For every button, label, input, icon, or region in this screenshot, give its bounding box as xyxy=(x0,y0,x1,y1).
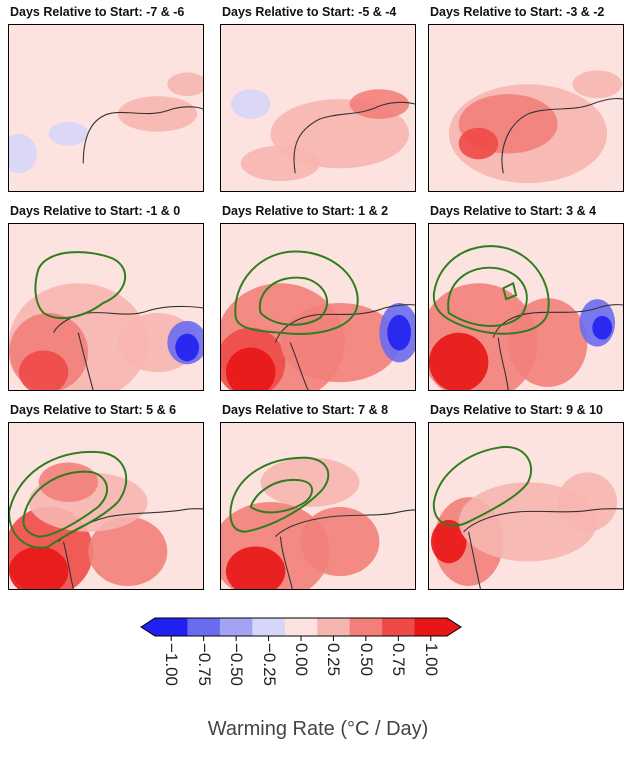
map-svg xyxy=(221,456,415,589)
map-svg xyxy=(9,251,203,390)
contour-line xyxy=(447,266,528,327)
colorbar-tick-label: 0.50 xyxy=(356,643,376,677)
warming-region xyxy=(349,89,410,119)
warming-region xyxy=(572,70,623,99)
panel-title: Days Relative to Start: 9 & 10 xyxy=(430,403,603,417)
colorbar-tick-label: 0.75 xyxy=(389,643,409,677)
map-panel xyxy=(220,223,416,391)
warming-region xyxy=(225,546,286,589)
panel-title: Days Relative to Start: 1 & 2 xyxy=(222,204,389,218)
contour-line xyxy=(502,281,518,301)
panel-title: Days Relative to Start: -7 & -6 xyxy=(10,5,185,19)
colorbar-tick-label: 0.00 xyxy=(292,643,311,677)
warming-region xyxy=(387,314,412,351)
colorbar-tick-label: 1.00 xyxy=(421,643,441,677)
warming-region xyxy=(430,519,467,564)
colorbar-label: Warming Rate (°C / Day) xyxy=(207,718,429,740)
panel-title: Days Relative to Start: -3 & -2 xyxy=(430,5,605,19)
colorbar-tick-label: −0.50 xyxy=(227,643,247,687)
map-svg xyxy=(9,72,203,174)
warming-region xyxy=(230,89,271,119)
map-svg xyxy=(9,450,203,589)
panel-title: Days Relative to Start: 7 & 8 xyxy=(222,403,389,417)
map-panel xyxy=(428,223,624,391)
panel-title: Days Relative to Start: 5 & 6 xyxy=(10,403,177,417)
contour-line xyxy=(249,478,313,514)
warming-region xyxy=(9,133,37,174)
warming-region xyxy=(48,121,89,146)
warming-region xyxy=(557,472,618,532)
warming-region xyxy=(117,96,198,132)
coastline xyxy=(463,508,623,589)
panel-title: Days Relative to Start: -1 & 0 xyxy=(10,204,181,218)
warming-region xyxy=(9,546,69,589)
warming-region xyxy=(300,506,380,577)
map-panel xyxy=(8,422,204,590)
colorbar-tick-label: −0.75 xyxy=(194,643,214,687)
warming-region xyxy=(18,350,69,390)
map-svg xyxy=(230,89,415,182)
contour-line xyxy=(258,276,329,326)
warming-region xyxy=(175,333,200,362)
map-svg xyxy=(430,445,623,589)
map-panel xyxy=(220,24,416,192)
map-svg xyxy=(448,70,623,184)
warming-region xyxy=(592,315,613,340)
contour-line xyxy=(234,250,359,335)
contour-line xyxy=(9,450,128,549)
contour-line xyxy=(22,470,108,538)
map-svg xyxy=(429,245,623,390)
warming-region xyxy=(225,347,276,390)
coastline xyxy=(293,101,415,174)
warming-region xyxy=(260,457,360,507)
coastline xyxy=(82,106,203,164)
map-panel xyxy=(8,24,204,192)
coastline xyxy=(501,98,623,174)
warming-region xyxy=(240,145,320,182)
colorbar-tick-label: −0.25 xyxy=(259,643,279,687)
contour-line xyxy=(432,245,550,335)
warming-region xyxy=(167,72,203,97)
warming-region xyxy=(458,127,499,160)
map-panel xyxy=(428,422,624,590)
warming-region xyxy=(429,332,489,390)
map-panel xyxy=(8,223,204,391)
colorbar-tick-label: 0.25 xyxy=(324,643,344,677)
colorbar-tick-label: −1.00 xyxy=(162,643,182,687)
warming-region xyxy=(508,298,588,388)
contour-line xyxy=(229,456,330,533)
coastline xyxy=(53,305,203,390)
warming-region xyxy=(88,516,168,587)
coastline xyxy=(275,509,415,589)
map-svg xyxy=(221,250,415,390)
panel-title: Days Relative to Start: 3 & 4 xyxy=(430,204,597,218)
contour-line xyxy=(34,251,127,320)
panel-title: Days Relative to Start: -5 & -4 xyxy=(222,5,397,19)
map-panel xyxy=(428,24,624,192)
coastline xyxy=(492,304,623,390)
contour-line xyxy=(432,445,533,527)
map-panel xyxy=(220,422,416,590)
